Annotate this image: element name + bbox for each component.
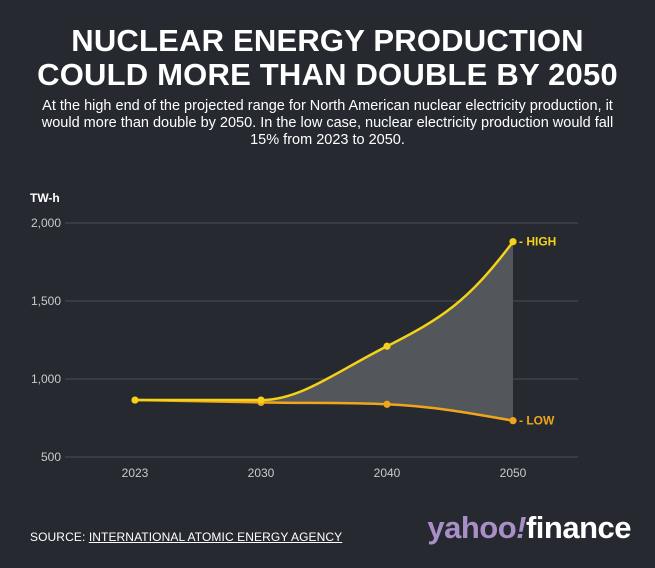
chart-title: NUCLEAR ENERGY PRODUCTION COULD MORE THA… — [0, 24, 655, 92]
logo-exclamation: ! — [516, 510, 526, 545]
series-label-high: - HIGH — [519, 235, 556, 249]
x-tick-label: 2030 — [248, 466, 275, 480]
chart-subtitle: At the high end of the projected range f… — [41, 98, 614, 148]
data-point-high — [131, 396, 139, 404]
data-point-low — [509, 417, 517, 425]
logo-yahoo-text: yahoo — [427, 510, 517, 545]
y-axis-unit-label: TW-h — [30, 191, 60, 205]
x-tick-label: 2023 — [122, 466, 149, 480]
data-point-high — [383, 342, 391, 350]
title-line-1: NUCLEAR ENERGY PRODUCTION — [71, 23, 584, 58]
logo-finance-text: finance — [525, 510, 632, 545]
x-tick-label: 2050 — [500, 466, 527, 480]
x-tick-label: 2040 — [374, 466, 401, 480]
source-prefix: SOURCE: — [30, 530, 89, 544]
y-tick-label: 500 — [41, 450, 61, 464]
data-point-low — [383, 400, 391, 408]
data-point-high — [257, 396, 265, 404]
projection-range-band — [261, 241, 513, 421]
data-point-high — [509, 238, 517, 246]
yahoo-finance-logo: yahoo!finance — [427, 510, 631, 546]
y-tick-label: 1,500 — [31, 294, 61, 308]
y-tick-label: 2,000 — [31, 216, 61, 230]
source-note: SOURCE: INTERNATIONAL ATOMIC ENERGY AGEN… — [30, 530, 342, 544]
y-tick-label: 1,000 — [31, 372, 61, 386]
source-link[interactable]: INTERNATIONAL ATOMIC ENERGY AGENCY — [88, 530, 343, 544]
title-line-2: COULD MORE THAN DOUBLE BY 2050 — [37, 57, 618, 92]
series-label-low: - LOW — [519, 414, 555, 428]
